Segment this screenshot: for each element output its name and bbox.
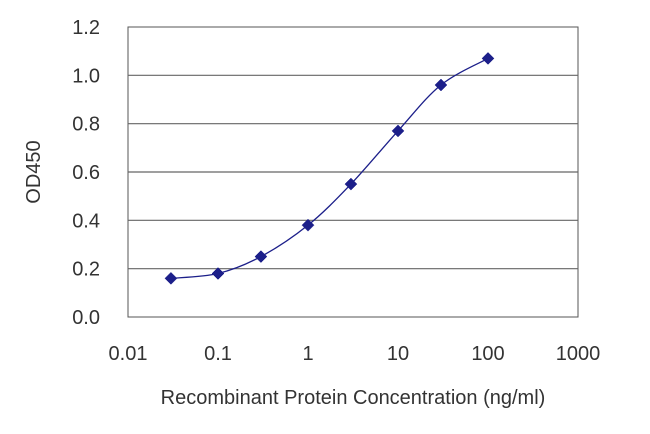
x-tick-label: 10 bbox=[387, 343, 409, 365]
data-point bbox=[164, 271, 178, 285]
x-axis-label: Recombinant Protein Concentration (ng/ml… bbox=[161, 387, 546, 409]
y-tick-label: 1.0 bbox=[72, 65, 100, 87]
data-point bbox=[481, 52, 495, 65]
y-tick-label: 0.2 bbox=[72, 259, 100, 281]
x-tick-label: 100 bbox=[471, 343, 504, 365]
data-points bbox=[164, 52, 495, 285]
data-point bbox=[434, 78, 448, 92]
y-axis-label: OD450 bbox=[23, 140, 45, 203]
x-tick-label: 1 bbox=[302, 343, 313, 365]
x-tick-labels: 0.01 0.1 1 10 100 1000 bbox=[109, 343, 601, 365]
data-point bbox=[301, 218, 315, 232]
y-tick-labels: 0.0 0.2 0.4 0.6 0.8 1.0 1.2 bbox=[72, 17, 100, 329]
grid-lines bbox=[128, 74, 578, 270]
x-tick-label: 1000 bbox=[556, 343, 601, 365]
data-point bbox=[391, 124, 405, 138]
y-tick-label: 0.0 bbox=[72, 307, 100, 329]
data-point bbox=[211, 267, 225, 280]
data-point bbox=[344, 177, 358, 191]
y-tick-label: 0.4 bbox=[72, 210, 100, 232]
y-tick-label: 0.8 bbox=[72, 114, 100, 136]
x-tick-label: 0.1 bbox=[204, 343, 232, 365]
x-tick-label: 0.01 bbox=[109, 343, 148, 365]
data-point bbox=[254, 250, 268, 263]
y-tick-label: 0.6 bbox=[72, 162, 100, 184]
y-tick-label: 1.2 bbox=[72, 17, 100, 39]
